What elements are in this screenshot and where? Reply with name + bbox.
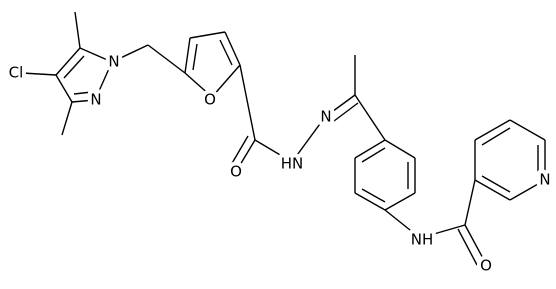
bond	[21, 72, 57, 76]
bond	[219, 39, 233, 66]
bond	[73, 91, 93, 95]
atom-label: N	[320, 108, 331, 126]
atom-label: N	[539, 171, 550, 189]
bond	[74, 11, 81, 49]
bond	[291, 116, 326, 163]
atom-label: NH	[411, 231, 434, 249]
atom-labels: Cl N N O O HN N NH O N	[5, 49, 555, 279]
bond	[254, 139, 293, 163]
bond	[236, 139, 256, 171]
bond	[79, 47, 113, 63]
bond	[354, 139, 386, 159]
bond	[239, 64, 256, 141]
bond	[184, 72, 213, 98]
bond	[509, 179, 546, 201]
bond	[361, 147, 386, 163]
bond	[224, 31, 241, 66]
bond	[354, 94, 386, 141]
bond	[474, 179, 511, 201]
bond	[184, 37, 191, 74]
bond	[71, 99, 96, 103]
atom-label: O	[480, 257, 492, 275]
atom-label: N	[108, 53, 119, 71]
atom-label: Cl	[9, 64, 24, 82]
bond	[384, 139, 416, 159]
bond	[192, 43, 198, 71]
bond	[464, 224, 486, 263]
atom-label: HN	[281, 155, 304, 173]
bonds	[21, 11, 546, 266]
bond	[94, 61, 113, 101]
bond	[63, 55, 85, 79]
bond	[189, 31, 226, 39]
bond	[111, 44, 149, 63]
bond	[384, 209, 421, 239]
bond	[61, 101, 73, 136]
atom-label: O	[230, 163, 242, 181]
bond	[361, 188, 386, 203]
bond	[329, 102, 359, 125]
atom-label: O	[204, 91, 216, 109]
bond	[457, 228, 478, 266]
bond	[481, 175, 511, 193]
bond	[474, 119, 511, 141]
bond	[211, 64, 241, 98]
bond	[384, 192, 416, 211]
bond	[55, 47, 81, 76]
bond	[324, 94, 356, 118]
atom-label: N	[90, 91, 101, 109]
bond	[509, 119, 546, 141]
bond	[147, 44, 186, 74]
bond	[481, 127, 511, 146]
bond	[419, 224, 466, 239]
bond	[354, 192, 386, 211]
bond	[464, 179, 476, 226]
bond	[230, 135, 249, 166]
bond	[55, 74, 73, 103]
